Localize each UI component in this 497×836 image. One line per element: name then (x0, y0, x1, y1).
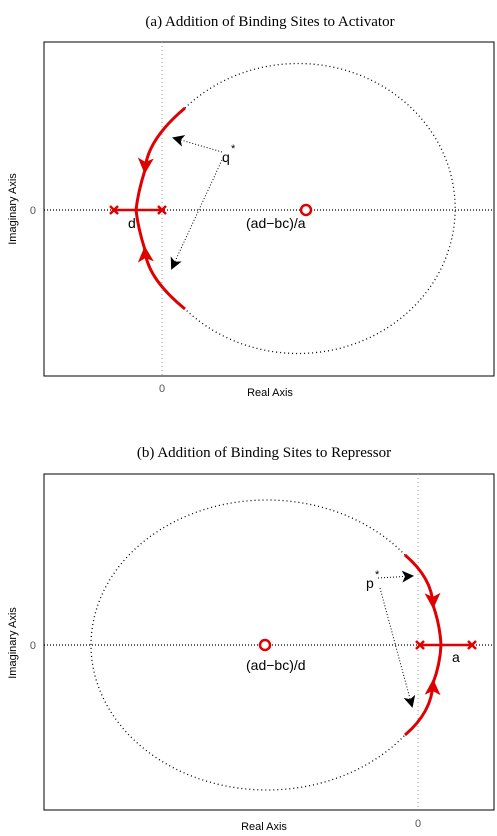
panel-a-title: (a) Addition of Binding Sites to Activat… (145, 14, 394, 30)
pole-x-icon (109, 205, 119, 215)
panel-a-lower-red-arc-tail (134, 209, 147, 251)
panel-a-xlabel: Real Axis (247, 387, 293, 399)
pole-x-icon (157, 205, 167, 215)
panel-a-plot-frame (43, 41, 495, 377)
panel-a-q-label: q (222, 149, 230, 165)
panel-b-plot-frame (43, 473, 495, 811)
panel-a-center-label: (ad−bc)/a (246, 215, 306, 231)
panel-b-a-label: a (452, 649, 460, 665)
panel-b-upper-red-arc (404, 553, 441, 609)
panel-a-ytick-zero: 0 (30, 205, 36, 217)
panel-a-upper-red-arc (137, 106, 186, 174)
panel-a-d-label: d (128, 215, 136, 231)
panel-b-p-arrow-lower (379, 587, 416, 708)
panel-b-p-arrow-upper (377, 570, 414, 583)
panel-b-ylabel: Imaginary Axis (7, 607, 19, 679)
pole-x-icon (415, 640, 425, 650)
panel-b: (b) Addition of Binding Sites to Repress… (7, 445, 495, 833)
panel-a-ylabel: Imaginary Axis (7, 173, 19, 245)
panel-a-upper-red-arc-tail (134, 169, 147, 211)
panel-b-ytick-zero: 0 (30, 640, 36, 652)
panel-a: (a) Addition of Binding Sites to Activat… (7, 14, 495, 399)
panel-b-p-label: p (366, 575, 374, 591)
panel-b-p-superscript: * (375, 569, 380, 581)
panel-b-xlabel: Real Axis (241, 821, 287, 833)
panel-b-center-label: (ad−bc)/d (246, 657, 306, 673)
panel-a-q-superscript: * (231, 143, 236, 155)
panel-b-lower-red-arc-tail (431, 644, 443, 684)
panel-a-xtick-zero: 0 (159, 383, 165, 395)
panel-a-lower-red-arc (137, 246, 186, 311)
panel-a-dotted-locus-circle (184, 62, 456, 355)
zero-circle-icon (258, 638, 272, 652)
panel-b-lower-red-arc (404, 679, 441, 737)
panel-b-title: (b) Addition of Binding Sites to Repress… (137, 445, 391, 461)
panel-a-q-arrow-upper (172, 135, 223, 153)
panel-b-xtick-zero: 0 (415, 818, 421, 830)
pole-x-icon (467, 640, 477, 650)
panel-b-upper-red-arc-tail (431, 604, 443, 646)
zero-circle-icon (299, 203, 313, 217)
panel-a-q-arrow-lower (170, 159, 223, 270)
